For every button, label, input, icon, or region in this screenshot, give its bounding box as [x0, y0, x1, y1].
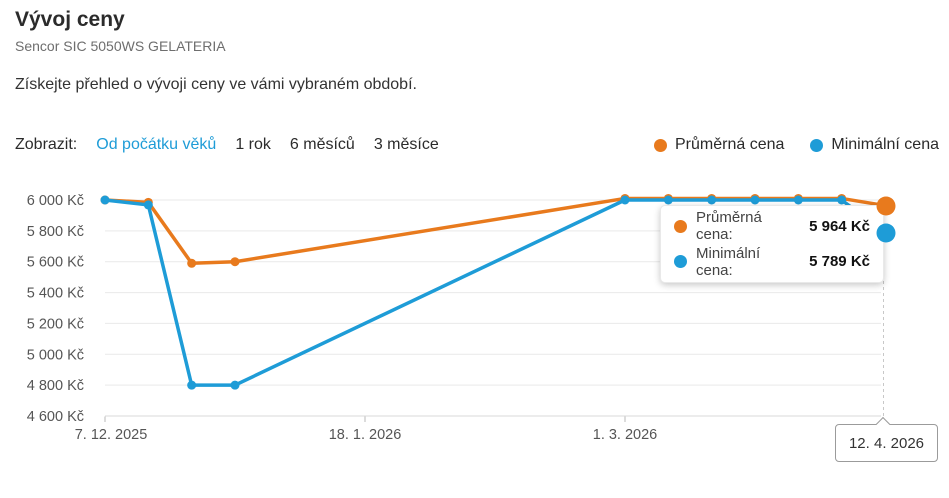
- filter-option-1[interactable]: 1 rok: [235, 136, 271, 153]
- hover-date-label: 12. 4. 2026: [835, 416, 938, 462]
- tooltip-row-minimum: Minimální cena: 5 789 Kč: [674, 245, 870, 279]
- average-series-marker-icon: [674, 219, 687, 233]
- period-filter-bar: Zobrazit: Od počátku věků 1 rok 6 měsíců 3 …: [15, 136, 439, 154]
- legend-label: Minimální cena: [831, 136, 939, 153]
- chart-tooltip: Průměrná cena: 5 964 Kč Minimální cena: …: [660, 205, 884, 283]
- series-end-point[interactable]: [876, 223, 896, 243]
- y-axis-label: 4 800 Kč: [27, 378, 84, 394]
- description-text: Získejte přehled o vývoji ceny ve vámi v…: [15, 76, 417, 93]
- price-chart[interactable]: 6 000 Kč 5 800 Kč 5 600 Kč 5 400 Kč 5 200 Kč…: [0, 185, 949, 460]
- data-point[interactable]: [230, 380, 240, 390]
- data-point[interactable]: [187, 380, 197, 390]
- data-point[interactable]: [837, 195, 847, 205]
- data-point[interactable]: [620, 195, 630, 205]
- y-axis-label: 5 200 Kč: [27, 316, 84, 332]
- y-axis-label: 5 400 Kč: [27, 286, 84, 302]
- data-point[interactable]: [707, 195, 717, 205]
- legend-item-minimum[interactable]: Minimální cena: [810, 136, 939, 154]
- tooltip-label: Minimální cena:: [696, 244, 761, 279]
- filter-label: Zobrazit:: [15, 136, 78, 153]
- data-point[interactable]: [793, 195, 803, 205]
- data-point[interactable]: [187, 258, 197, 268]
- filter-option-2[interactable]: 6 měsíců: [289, 136, 355, 153]
- tooltip-row-average: Průměrná cena: 5 964 Kč: [674, 209, 870, 243]
- chart-legend: Průměrná cena Minimální cena: [654, 136, 939, 154]
- data-point[interactable]: [663, 195, 673, 205]
- y-axis-label: 5 000 Kč: [27, 347, 84, 363]
- series-end-point[interactable]: [876, 196, 896, 216]
- data-point[interactable]: [100, 195, 110, 205]
- data-point[interactable]: [143, 200, 153, 210]
- product-name: Sencor SIC 5050WS GELATERIA: [15, 38, 226, 54]
- tooltip-label: Průměrná cena:: [696, 209, 762, 244]
- y-axis-label: 4 600 Kč: [27, 409, 84, 425]
- x-axis-label: 18. 1. 2026: [329, 427, 402, 443]
- tooltip-value: 5 964 Kč: [809, 217, 870, 235]
- y-axis-label: 6 000 Kč: [27, 193, 84, 209]
- legend-label: Průměrná cena: [675, 136, 785, 153]
- filter-option-0[interactable]: Od počátku věků: [96, 136, 217, 153]
- legend-item-average[interactable]: Průměrná cena: [654, 136, 784, 154]
- filter-option-3[interactable]: 3 měsíce: [373, 136, 439, 153]
- average-series-marker-icon: [654, 138, 667, 152]
- page-title: Vývoj ceny: [15, 8, 125, 31]
- y-axis-label: 5 600 Kč: [27, 255, 84, 271]
- data-point[interactable]: [750, 195, 760, 205]
- x-axis-label: 7. 12. 2025: [75, 427, 148, 443]
- x-axis-label: 1. 3. 2026: [593, 427, 658, 443]
- tooltip-value: 5 789 Kč: [809, 253, 870, 271]
- hover-date-text: 12. 4. 2026: [848, 434, 925, 452]
- minimum-series-marker-icon: [810, 138, 824, 152]
- y-axis-label: 5 800 Kč: [27, 224, 84, 240]
- data-point[interactable]: [230, 257, 240, 267]
- minimum-series-marker-icon: [674, 255, 687, 269]
